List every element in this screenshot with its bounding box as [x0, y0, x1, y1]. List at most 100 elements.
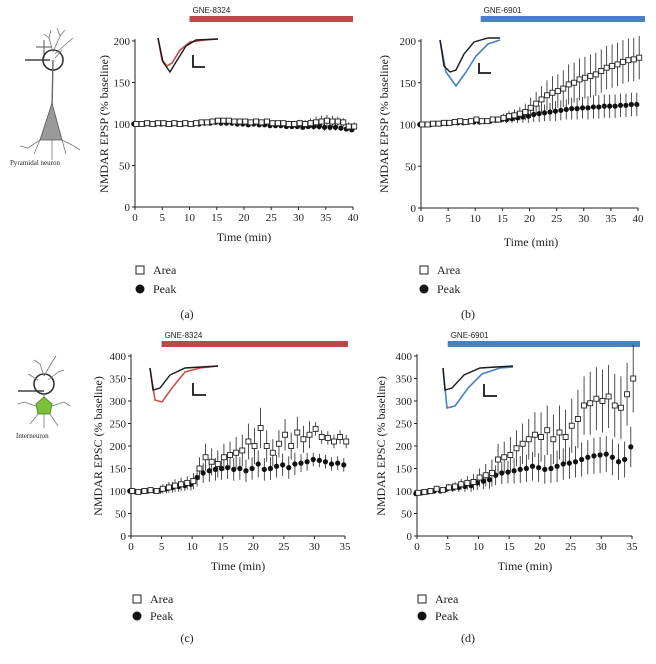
data-point-area [603, 64, 610, 71]
drug-bar [447, 341, 640, 347]
x-tick-label: 30 [596, 541, 608, 553]
data-point-peak [327, 124, 333, 130]
data-point-peak [590, 104, 597, 110]
cell-label-pyramidal: Pyramidal neuron [10, 159, 60, 167]
data-point-area [550, 436, 557, 443]
data-point-area [565, 81, 572, 88]
data-point-area [445, 484, 452, 491]
data-point-area [424, 121, 431, 128]
data-point-area [501, 454, 508, 461]
data-point-area [519, 440, 526, 447]
data-point-area [538, 434, 545, 440]
data-point-area [560, 85, 567, 92]
data-point-peak [585, 454, 591, 460]
data-point-peak [609, 454, 615, 460]
y-tick-label: 200 [396, 441, 413, 453]
y-tick-label: 150 [396, 464, 413, 476]
y-tick-label: 50 [119, 161, 131, 173]
data-point-peak [321, 124, 328, 130]
y-tick-label: 100 [114, 119, 131, 131]
x-tick-label: 0 [414, 541, 420, 553]
drug-bar [161, 341, 348, 347]
y-tick-label: 350 [110, 374, 127, 386]
data-point-peak [622, 456, 628, 463]
data-point-area [525, 436, 532, 443]
data-point-peak [523, 465, 529, 472]
y-tick-label: 100 [110, 486, 127, 498]
inset-traces-c [149, 365, 219, 403]
interneuron-icon: Interneuron [16, 355, 71, 440]
data-point-area [533, 100, 540, 107]
data-point-area [253, 118, 260, 125]
data-point-area [574, 416, 581, 422]
chart-b: GNE-6901 0 5 10 15 20 25 30 35 40 0 50 100 150 200 [400, 6, 645, 225]
data-point-area [451, 119, 458, 125]
data-point-peak [607, 103, 613, 109]
data-point-area [587, 400, 594, 407]
y-tick-label: 150 [400, 78, 417, 90]
data-point-area [609, 63, 616, 69]
data-point-peak [316, 457, 322, 463]
data-point-area [307, 120, 314, 127]
x-tick-label: 25 [278, 541, 290, 553]
data-point-area [562, 434, 569, 440]
data-point-area [236, 118, 243, 125]
data-point-peak [603, 451, 609, 457]
x-tick-label: 25 [266, 212, 278, 224]
drug-label: GNE-8324 [193, 6, 231, 15]
data-point-area [193, 120, 200, 127]
data-point-area [599, 398, 606, 404]
legend-area-label: Area [153, 263, 177, 277]
data-point-area [294, 429, 301, 436]
data-point-area [446, 119, 453, 126]
y-tick-label: 300 [396, 396, 413, 408]
scale-bar-c [192, 383, 206, 396]
scale-bar-a [192, 55, 205, 68]
data-point-area [138, 121, 145, 127]
data-point-area [531, 431, 538, 438]
legend-peak-marker [419, 284, 429, 294]
x-tick-label: 5 [160, 212, 166, 224]
data-point-area [269, 449, 276, 456]
data-point-peak [237, 465, 243, 472]
data-point-area [581, 402, 588, 409]
data-point-area [489, 116, 496, 123]
data-point-area [155, 120, 161, 127]
data-point-peak [536, 111, 542, 117]
legend-peak-label: Peak [150, 609, 173, 623]
data-point-area [473, 116, 480, 123]
y-tick-label: 300 [110, 396, 127, 408]
data-point-area [160, 120, 167, 127]
data-point-area [482, 472, 489, 479]
data-point-peak [322, 459, 329, 465]
x-tick-label: 35 [627, 541, 639, 553]
data-point-area [527, 104, 534, 111]
data-point-peak [261, 466, 267, 472]
panel-label-d: (d) [461, 631, 475, 645]
x-tick-label: 15 [211, 212, 223, 224]
data-point-area [196, 465, 203, 472]
data-point-area [419, 121, 426, 128]
data-point-area [208, 458, 215, 465]
x-tick-label: 15 [504, 541, 516, 553]
data-point-peak [572, 459, 579, 465]
data-point-area [516, 110, 523, 117]
data-point-area [478, 118, 485, 125]
data-point-area [507, 452, 514, 458]
scale-bar-d [483, 384, 497, 397]
data-point-peak [231, 466, 237, 472]
y-tick-label: 400 [396, 351, 413, 363]
legend-area-label: Area [150, 592, 174, 606]
data-point-area [149, 121, 156, 127]
x-tick-label: 25 [565, 541, 577, 553]
x-tick-label: 20 [239, 212, 251, 224]
data-point-area [568, 422, 575, 429]
data-point-area [318, 434, 325, 440]
data-point-area [522, 109, 529, 115]
data-point-area [427, 488, 434, 494]
data-point-area [495, 456, 502, 463]
data-point-area [264, 118, 270, 125]
data-point-area [159, 485, 166, 492]
data-point-peak [529, 463, 536, 469]
data-point-area [587, 73, 594, 80]
